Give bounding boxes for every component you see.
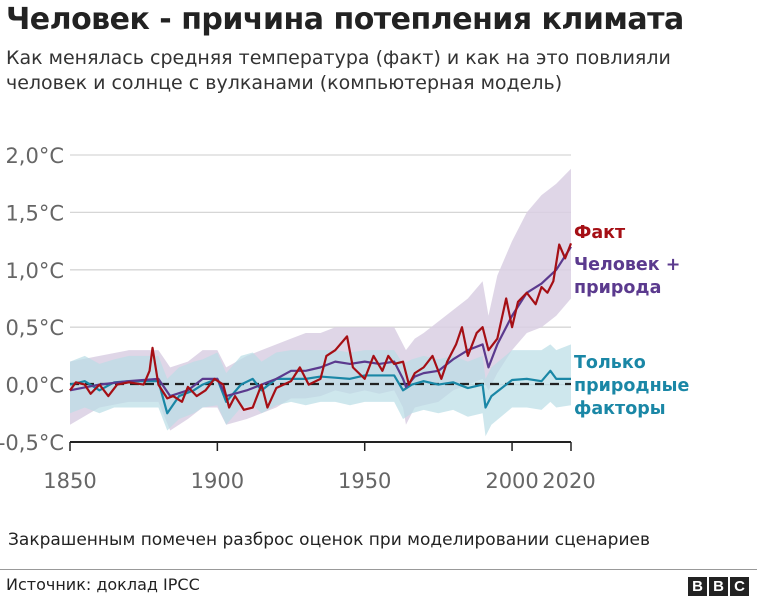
- chart-subtitle: Как менялась средняя температура (факт) …: [6, 47, 671, 94]
- label-natural-1: Только: [574, 353, 646, 373]
- series-line-natural: [69, 369, 571, 415]
- label-fact: Факт: [574, 223, 626, 243]
- label-natural-3: факторы: [574, 399, 666, 419]
- footnote: Закрашенным помечен разброс оценок при м…: [8, 530, 650, 550]
- y-tick-label: 1,5°C: [5, 201, 64, 225]
- x-tick-label: 2000: [485, 469, 538, 493]
- series-line-human-nature: [69, 246, 572, 398]
- x-tick-label: 1950: [338, 469, 391, 493]
- line-chart: -0,5°C 0,0°C 0,5°C 1,0°C 1,5°C 2,0°C 1850 1900 1…: [0, 144, 689, 493]
- source-text: Источник: доклад IPCC: [6, 575, 200, 594]
- y-tick-label: 0,0°C: [5, 374, 64, 398]
- label-human-nature-1: Человек +: [574, 255, 680, 275]
- y-tick-label: 0,5°C: [5, 316, 64, 340]
- y-tick-label: -0,5°C: [0, 431, 64, 455]
- y-tick-label: 1,0°C: [5, 259, 64, 283]
- chart-title: Человек - причина потепления климата: [6, 2, 684, 37]
- x-tick-label: 1850: [43, 469, 96, 493]
- y-tick-label: 2,0°C: [5, 144, 64, 168]
- label-human-nature-2: природа: [574, 278, 661, 298]
- footer-divider: [0, 569, 757, 570]
- series-line-fact: [69, 242, 573, 411]
- label-natural-2: природные: [574, 376, 689, 396]
- x-tick-label: 2020: [542, 469, 595, 493]
- x-tick-label: 1900: [191, 469, 244, 493]
